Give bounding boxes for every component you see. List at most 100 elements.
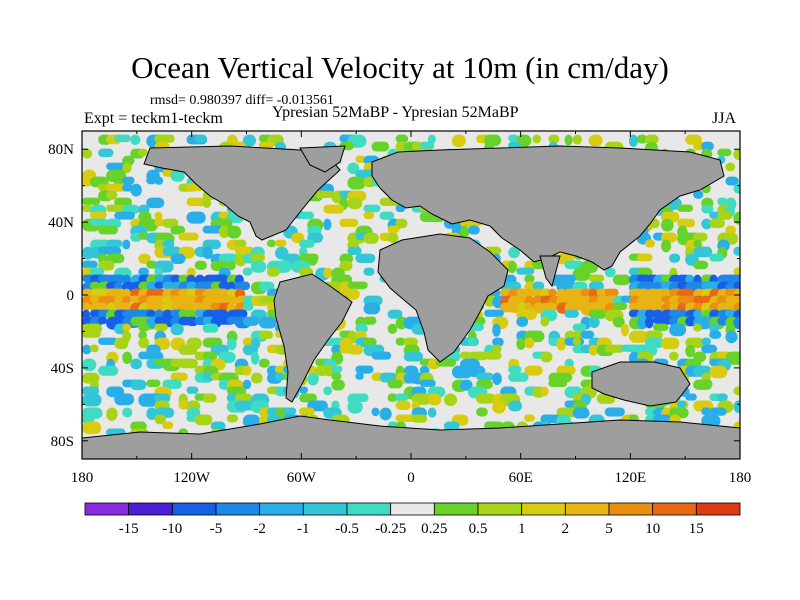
velocity-patch (403, 351, 423, 362)
velocity-patch (202, 197, 212, 208)
velocity-patch (258, 295, 278, 304)
velocity-patch (138, 253, 151, 264)
velocity-patch (508, 365, 522, 374)
velocity-patch (572, 267, 591, 281)
velocity-patch (419, 379, 436, 387)
colorbar-swatch (215, 502, 261, 516)
velocity-patch (162, 379, 182, 389)
velocity-patch (588, 274, 605, 282)
velocity-patch (733, 400, 740, 413)
velocity-patch (508, 134, 519, 142)
velocity-patch (299, 393, 317, 403)
velocity-patch (492, 372, 502, 385)
velocity-patch (202, 351, 218, 361)
velocity-patch (636, 253, 653, 262)
velocity-patch (355, 253, 376, 263)
velocity-patch (82, 421, 102, 435)
velocity-patch (612, 316, 625, 328)
velocity-patch (604, 407, 625, 417)
velocity-patch (90, 267, 105, 276)
velocity-patch (258, 330, 274, 339)
velocity-patch (323, 267, 333, 279)
velocity-patch (508, 260, 517, 274)
velocity-patch (146, 302, 157, 311)
velocity-patch (395, 414, 416, 422)
velocity-patch (194, 414, 213, 426)
period-label: Ypresian 52MaBP - Ypresian 52MaBP (272, 104, 519, 121)
velocity-patch (363, 232, 379, 244)
velocity-patch (701, 407, 711, 416)
velocity-patch (122, 183, 133, 192)
velocity-patch (588, 134, 603, 147)
colorbar-label: -5 (210, 521, 223, 537)
velocity-patch (218, 281, 230, 290)
velocity-patch (98, 365, 119, 376)
velocity-patch (451, 134, 466, 148)
x-axis: 180 120W 60W 0 60E 120E 180 (71, 131, 752, 486)
velocity-patch (130, 134, 141, 146)
velocity-patch (242, 134, 256, 147)
velocity-patch (122, 302, 133, 312)
colorbar-swatch (128, 502, 173, 516)
velocity-patch (653, 323, 669, 331)
velocity-patch (242, 267, 253, 276)
velocity-patch (275, 239, 287, 247)
x-tick-label: 60W (287, 470, 317, 486)
velocity-patch (82, 204, 93, 213)
velocity-patch (395, 134, 409, 143)
velocity-patch (645, 239, 655, 248)
velocity-patch (524, 414, 535, 422)
velocity-patch (693, 190, 704, 199)
velocity-patch (460, 225, 470, 239)
velocity-patch (275, 260, 292, 273)
velocity-patch (106, 204, 127, 212)
velocity-patch (733, 183, 740, 194)
colorbar-swatch (477, 502, 523, 516)
velocity-patch (580, 330, 595, 339)
velocity-patch (403, 337, 418, 347)
velocity-patch (733, 246, 740, 256)
velocity-patch (258, 281, 275, 292)
velocity-patch (194, 134, 207, 143)
velocity-patch (628, 134, 638, 148)
x-tick-label: 60E (509, 470, 533, 486)
land-india (539, 255, 561, 288)
velocity-patch (138, 267, 149, 276)
x-tick-label: 180 (729, 470, 752, 486)
velocity-patch (733, 386, 740, 396)
x-tick-label: 120E (614, 470, 646, 486)
velocity-patch (564, 134, 573, 146)
velocity-patch (508, 372, 529, 382)
colorbar-swatch (433, 502, 479, 516)
velocity-patch (661, 218, 674, 232)
velocity-patch (202, 323, 219, 333)
velocity-patch (540, 351, 553, 363)
velocity-patch (604, 344, 625, 353)
velocity-patch (98, 225, 118, 235)
velocity-patch (604, 267, 616, 278)
colorbar-swatch (564, 502, 610, 516)
velocity-patch (468, 337, 478, 347)
velocity-patch (564, 295, 575, 303)
velocity-patch (572, 330, 584, 340)
velocity-patch (186, 281, 197, 291)
velocity-patch (355, 372, 364, 380)
velocity-patch (355, 393, 369, 402)
velocity-patch (572, 134, 582, 145)
velocity-patch (178, 344, 198, 355)
velocity-patch (693, 239, 702, 248)
velocity-patch (717, 197, 728, 206)
velocity-patch (331, 365, 343, 373)
velocity-patch (250, 351, 260, 365)
velocity-patch (395, 400, 411, 410)
velocity-patch (620, 323, 629, 337)
velocity-patch (162, 218, 179, 228)
velocity-patch (645, 309, 655, 319)
velocity-patch (162, 246, 182, 256)
velocity-patch (250, 253, 266, 262)
velocity-patch (508, 246, 520, 259)
velocity-patch (194, 260, 207, 270)
velocity-patch (226, 386, 247, 396)
velocity-patch (733, 267, 740, 276)
velocity-patch (500, 281, 522, 291)
